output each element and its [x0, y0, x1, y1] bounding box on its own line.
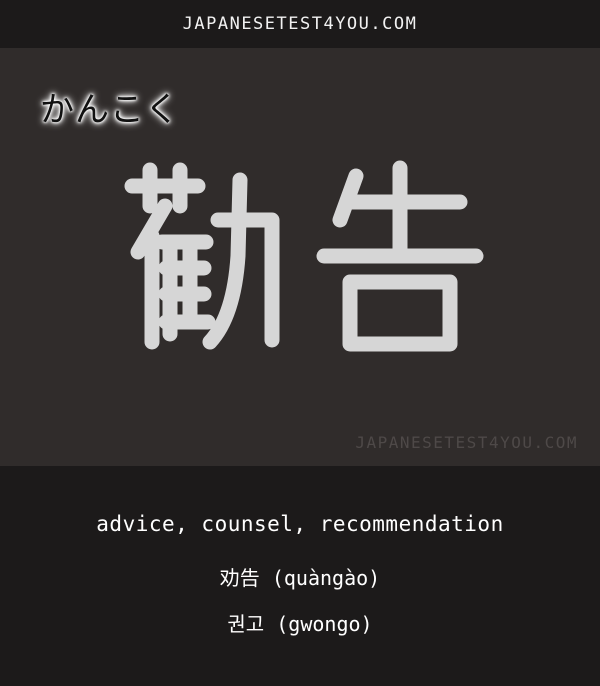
header-bar: JAPANESETEST4YOU.COM — [0, 0, 600, 48]
korean-translation: 권고 (gwongo) — [227, 612, 373, 636]
english-meaning: advice, counsel, recommendation — [96, 512, 504, 536]
kanji-board: かんこく 勧告 — [0, 48, 600, 466]
kanji-glyph-kan-drawing — [124, 162, 280, 350]
watermark: JAPANESETEST4YOU.COM — [355, 433, 578, 452]
kanji-glyph-kan — [110, 156, 290, 356]
kanji-glyph-koku-drawing — [316, 160, 484, 352]
kanji-word: 勧告 — [0, 156, 600, 391]
site-name: JAPANESETEST4YOU.COM — [182, 14, 418, 34]
kanji-glyphs — [110, 156, 490, 356]
kanji-glyph-koku — [310, 156, 490, 356]
translation-panel: advice, counsel, recommendation 劝告 (quàn… — [0, 466, 600, 686]
chinese-translation: 劝告 (quàngào) — [219, 566, 381, 590]
kana-reading: かんこく — [40, 90, 180, 130]
